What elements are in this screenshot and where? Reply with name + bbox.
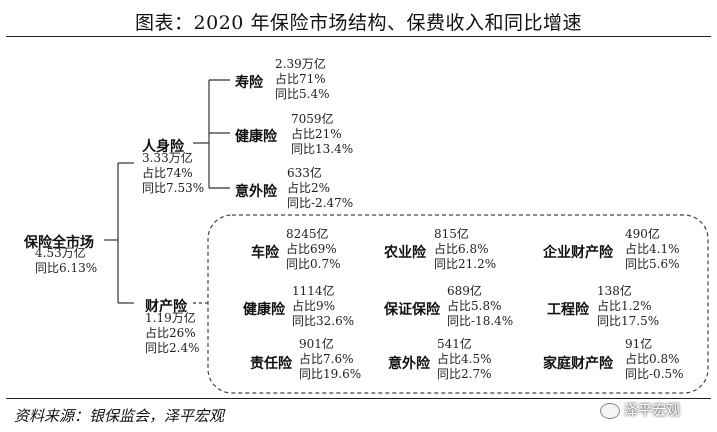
wechat-icon [600,403,620,419]
life-child-amount: 7059亿 [291,112,334,126]
property-group-box [207,214,709,394]
property-child-share: 占比4.5% [437,352,492,366]
life-share: 占比74% [142,166,193,180]
property-child-share: 占比5.8% [447,299,502,313]
life-yoy: 同比7.53% [142,181,205,195]
watermark: 泽平宏观 [600,400,680,420]
property-yoy: 同比2.4% [145,341,200,355]
property-child-name: 企业财产险 [543,245,613,261]
property-child-share: 占比69% [286,242,337,256]
property-child-yoy: 同比21.2% [434,257,497,271]
property-child-name: 工程险 [547,302,589,318]
property-child-name: 意外险 [388,356,430,372]
property-child-yoy: 同比-0.5% [625,367,684,381]
property-child-name: 保证保险 [384,302,440,318]
property-name: 财产险 [145,299,187,315]
life-child-share: 占比21% [291,127,342,141]
life-child-name: 健康险 [235,129,277,145]
life-name: 人身险 [142,139,184,155]
life-child-values: 633亿 占比2% 同比-2.47% [287,166,353,211]
property-child-amount: 689亿 [447,284,482,298]
life-child-share: 占比2% [287,181,331,195]
life-child-amount: 2.39万亿 [275,57,326,71]
property-child-name: 车险 [251,245,279,261]
property-child-yoy: 同比19.6% [299,367,362,381]
life-child-values: 7059亿 占比21% 同比13.4% [291,112,353,157]
top-rule [6,36,711,37]
property-child-share: 占比7.6% [299,352,354,366]
life-child-share: 占比71% [275,72,326,86]
life-child-yoy: 同比13.4% [291,142,354,156]
root-name: 保险全市场 [24,235,94,251]
property-child-amount: 490亿 [625,227,660,241]
property-child-values: 815亿 占比6.8% 同比21.2% [434,227,496,272]
life-child-name: 意外险 [235,184,277,200]
root-yoy: 同比6.13% [35,261,98,275]
property-share: 占比26% [145,326,196,340]
property-child-name: 责任险 [250,356,292,372]
source-note: 资料来源：银保监会，泽平宏观 [14,407,225,425]
property-child-name: 家庭财产险 [543,356,613,372]
property-child-yoy: 同比32.6% [292,314,355,328]
property-child-share: 占比0.8% [625,352,680,366]
property-child-amount: 541亿 [437,337,472,351]
property-child-share: 占比9% [292,299,336,313]
property-child-yoy: 同比-18.4% [447,314,514,328]
root-amount: 4.53万亿 [35,246,86,260]
property-child-yoy: 同比17.5% [597,314,660,328]
property-child-share: 占比6.8% [434,242,489,256]
root-values: 4.53万亿 同比6.13% [35,246,97,276]
property-child-amount: 8245亿 [286,227,329,241]
property-child-amount: 815亿 [434,227,469,241]
bottom-rule [6,398,711,399]
property-child-yoy: 同比5.6% [625,257,680,271]
property-child-name: 健康险 [243,302,285,318]
property-child-values: 490亿 占比4.1% 同比5.6% [625,227,680,272]
property-child-values: 8245亿 占比69% 同比0.7% [286,227,341,272]
life-child-yoy: 同比5.4% [275,87,330,101]
property-child-values: 901亿 占比7.6% 同比19.6% [299,337,361,382]
property-child-amount: 138亿 [597,284,632,298]
watermark-text: 泽平宏观 [624,403,680,419]
property-amount: 1.19万亿 [145,311,196,325]
life-child-yoy: 同比-2.47% [287,196,354,210]
life-amount: 3.33万亿 [142,151,193,165]
property-child-share: 占比4.1% [625,242,680,256]
property-child-values: 91亿 占比0.8% 同比-0.5% [625,337,684,382]
property-child-share: 占比1.2% [597,299,652,313]
property-child-yoy: 同比0.7% [286,257,341,271]
property-child-values: 689亿 占比5.8% 同比-18.4% [447,284,513,329]
life-values: 3.33万亿 占比74% 同比7.53% [142,151,204,196]
property-child-name: 农业险 [384,245,426,261]
property-child-amount: 91亿 [625,337,653,351]
life-child-values: 2.39万亿 占比71% 同比5.4% [275,57,330,102]
property-child-amount: 1114亿 [292,284,335,298]
property-child-values: 541亿 占比4.5% 同比2.7% [437,337,492,382]
property-child-values: 1114亿 占比9% 同比32.6% [292,284,354,329]
life-child-amount: 633亿 [287,166,322,180]
property-child-amount: 901亿 [299,337,334,351]
property-child-values: 138亿 占比1.2% 同比17.5% [597,284,659,329]
property-child-yoy: 同比2.7% [437,367,492,381]
life-child-name: 寿险 [235,75,263,91]
property-values: 1.19万亿 占比26% 同比2.4% [145,311,200,356]
figure-title: 图表：2020 年保险市场结构、保费收入和同比增速 [135,12,582,34]
